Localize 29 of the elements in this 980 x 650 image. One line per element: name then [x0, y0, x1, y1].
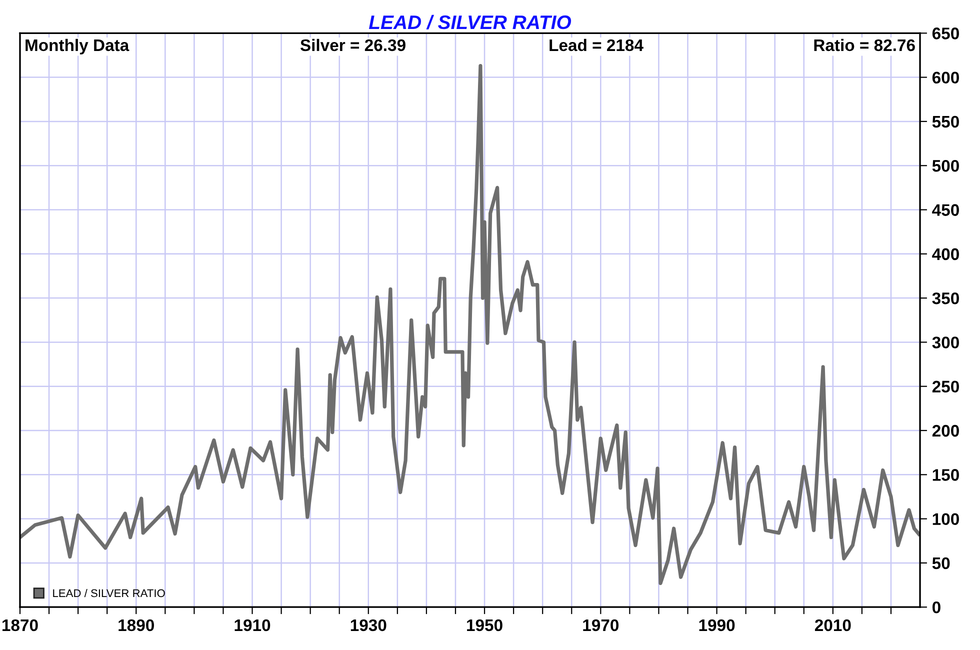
x-tick-label: 1910 — [234, 619, 270, 632]
x-tick-label: 1930 — [350, 619, 386, 632]
x-tick-label: 1950 — [467, 619, 502, 632]
y-tick-label: 50 — [932, 557, 950, 570]
x-tick-label: 1970 — [583, 619, 619, 632]
y-tick-label: 100 — [932, 513, 959, 526]
x-tick-label: 2010 — [814, 619, 851, 632]
y-tick-label: 350 — [932, 292, 959, 304]
line-series — [20, 64, 920, 586]
x-tick-label: 1890 — [118, 619, 154, 632]
y-tick-label: 500 — [932, 160, 959, 172]
y-tick-label: 450 — [932, 204, 959, 216]
y-tick-label: 400 — [932, 248, 959, 260]
legend-label: LEAD / SILVER RATIO — [53, 588, 165, 598]
y-tick-label: 0 — [932, 602, 940, 614]
y-tick-label: 150 — [932, 469, 959, 481]
x-tick-label: 1990 — [699, 619, 735, 632]
annotation: Silver = 26.39 — [300, 38, 406, 52]
y-tick-label: 200 — [932, 424, 959, 437]
y-tick-label: 300 — [932, 336, 959, 348]
x-tick-label: 1870 — [2, 619, 38, 632]
annotation: Ratio = 82.76 — [814, 38, 915, 52]
y-tick-label: 550 — [932, 116, 959, 128]
chart-title: LEAD / SILVER RATIO — [368, 14, 572, 30]
annotation: Lead = 2184 — [550, 38, 644, 52]
y-tick-label: 600 — [932, 72, 959, 84]
annotation: Monthly Data — [26, 38, 130, 54]
y-tick-label: 250 — [932, 380, 959, 393]
y-tick-label: 650 — [932, 28, 959, 40]
